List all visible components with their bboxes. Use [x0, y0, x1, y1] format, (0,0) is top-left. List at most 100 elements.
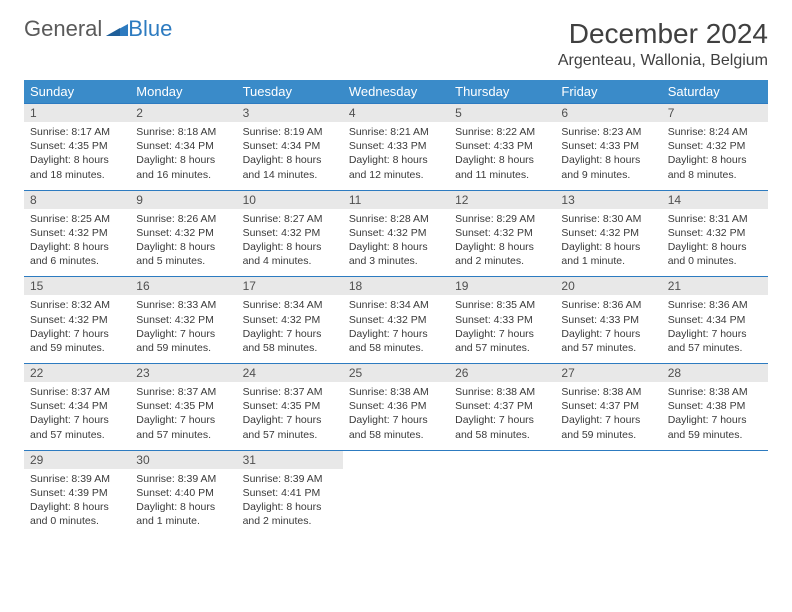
day-number: 25 — [343, 364, 449, 382]
weekday-friday: Friday — [555, 80, 661, 104]
sunset-text: Sunset: 4:34 PM — [243, 139, 337, 153]
day-number: 9 — [130, 191, 236, 209]
weekday-saturday: Saturday — [662, 80, 768, 104]
daylight-text-2: and 3 minutes. — [349, 254, 443, 268]
day-body: Sunrise: 8:38 AMSunset: 4:37 PMDaylight:… — [555, 382, 661, 450]
day-body: Sunrise: 8:36 AMSunset: 4:34 PMDaylight:… — [662, 295, 768, 363]
day-number: 10 — [237, 191, 343, 209]
sunrise-text: Sunrise: 8:38 AM — [349, 385, 443, 399]
daylight-text-1: Daylight: 8 hours — [243, 240, 337, 254]
weekday-header-row: Sunday Monday Tuesday Wednesday Thursday… — [24, 80, 768, 104]
sunrise-text: Sunrise: 8:31 AM — [668, 212, 762, 226]
calendar-cell: 25Sunrise: 8:38 AMSunset: 4:36 PMDayligh… — [343, 364, 449, 451]
calendar-cell: 6Sunrise: 8:23 AMSunset: 4:33 PMDaylight… — [555, 104, 661, 191]
day-number: 19 — [449, 277, 555, 295]
day-body: Sunrise: 8:17 AMSunset: 4:35 PMDaylight:… — [24, 122, 130, 190]
sunrise-text: Sunrise: 8:27 AM — [243, 212, 337, 226]
daylight-text-2: and 1 minute. — [561, 254, 655, 268]
brand-logo: General Blue — [24, 18, 172, 40]
daylight-text-2: and 59 minutes. — [136, 341, 230, 355]
daylight-text-2: and 57 minutes. — [243, 428, 337, 442]
sunset-text: Sunset: 4:32 PM — [455, 226, 549, 240]
sunset-text: Sunset: 4:34 PM — [136, 139, 230, 153]
calendar-row: 22Sunrise: 8:37 AMSunset: 4:34 PMDayligh… — [24, 364, 768, 451]
day-body: Sunrise: 8:31 AMSunset: 4:32 PMDaylight:… — [662, 209, 768, 277]
daylight-text-2: and 11 minutes. — [455, 168, 549, 182]
day-number: 30 — [130, 451, 236, 469]
calendar-row: 8Sunrise: 8:25 AMSunset: 4:32 PMDaylight… — [24, 190, 768, 277]
daylight-text-2: and 0 minutes. — [668, 254, 762, 268]
daylight-text-1: Daylight: 7 hours — [349, 327, 443, 341]
sunset-text: Sunset: 4:32 PM — [30, 313, 124, 327]
daylight-text-1: Daylight: 7 hours — [243, 327, 337, 341]
daylight-text-1: Daylight: 7 hours — [455, 327, 549, 341]
day-number: 18 — [343, 277, 449, 295]
day-body: Sunrise: 8:22 AMSunset: 4:33 PMDaylight:… — [449, 122, 555, 190]
sunset-text: Sunset: 4:32 PM — [136, 313, 230, 327]
sunrise-text: Sunrise: 8:37 AM — [243, 385, 337, 399]
day-body: Sunrise: 8:30 AMSunset: 4:32 PMDaylight:… — [555, 209, 661, 277]
brand-part1: General — [24, 18, 102, 40]
sunset-text: Sunset: 4:41 PM — [243, 486, 337, 500]
daylight-text-1: Daylight: 8 hours — [30, 500, 124, 514]
calendar-cell — [662, 450, 768, 536]
sunrise-text: Sunrise: 8:33 AM — [136, 298, 230, 312]
calendar-cell: 18Sunrise: 8:34 AMSunset: 4:32 PMDayligh… — [343, 277, 449, 364]
day-number: 31 — [237, 451, 343, 469]
daylight-text-1: Daylight: 7 hours — [349, 413, 443, 427]
daylight-text-2: and 58 minutes. — [243, 341, 337, 355]
daylight-text-1: Daylight: 7 hours — [136, 413, 230, 427]
daylight-text-2: and 57 minutes. — [30, 428, 124, 442]
day-number: 5 — [449, 104, 555, 122]
sunrise-text: Sunrise: 8:38 AM — [668, 385, 762, 399]
calendar-cell: 29Sunrise: 8:39 AMSunset: 4:39 PMDayligh… — [24, 450, 130, 536]
day-number: 12 — [449, 191, 555, 209]
calendar-cell: 3Sunrise: 8:19 AMSunset: 4:34 PMDaylight… — [237, 104, 343, 191]
title-block: December 2024 Argenteau, Wallonia, Belgi… — [558, 18, 768, 70]
calendar-cell — [555, 450, 661, 536]
day-body: Sunrise: 8:34 AMSunset: 4:32 PMDaylight:… — [237, 295, 343, 363]
day-number: 6 — [555, 104, 661, 122]
calendar-row: 1Sunrise: 8:17 AMSunset: 4:35 PMDaylight… — [24, 104, 768, 191]
day-number: 3 — [237, 104, 343, 122]
calendar-cell: 1Sunrise: 8:17 AMSunset: 4:35 PMDaylight… — [24, 104, 130, 191]
daylight-text-1: Daylight: 8 hours — [30, 240, 124, 254]
sunrise-text: Sunrise: 8:39 AM — [136, 472, 230, 486]
daylight-text-2: and 58 minutes. — [349, 341, 443, 355]
day-body: Sunrise: 8:19 AMSunset: 4:34 PMDaylight:… — [237, 122, 343, 190]
daylight-text-2: and 58 minutes. — [349, 428, 443, 442]
daylight-text-2: and 18 minutes. — [30, 168, 124, 182]
sunset-text: Sunset: 4:32 PM — [668, 139, 762, 153]
daylight-text-2: and 14 minutes. — [243, 168, 337, 182]
day-body: Sunrise: 8:38 AMSunset: 4:37 PMDaylight:… — [449, 382, 555, 450]
daylight-text-2: and 57 minutes. — [136, 428, 230, 442]
day-number: 1 — [24, 104, 130, 122]
daylight-text-1: Daylight: 7 hours — [668, 413, 762, 427]
daylight-text-2: and 0 minutes. — [30, 514, 124, 528]
day-number: 23 — [130, 364, 236, 382]
day-number: 13 — [555, 191, 661, 209]
sunrise-text: Sunrise: 8:21 AM — [349, 125, 443, 139]
calendar-cell: 12Sunrise: 8:29 AMSunset: 4:32 PMDayligh… — [449, 190, 555, 277]
day-body: Sunrise: 8:24 AMSunset: 4:32 PMDaylight:… — [662, 122, 768, 190]
weekday-monday: Monday — [130, 80, 236, 104]
calendar-row: 29Sunrise: 8:39 AMSunset: 4:39 PMDayligh… — [24, 450, 768, 536]
sunrise-text: Sunrise: 8:23 AM — [561, 125, 655, 139]
calendar-body: 1Sunrise: 8:17 AMSunset: 4:35 PMDaylight… — [24, 104, 768, 537]
calendar-cell: 7Sunrise: 8:24 AMSunset: 4:32 PMDaylight… — [662, 104, 768, 191]
day-body: Sunrise: 8:39 AMSunset: 4:41 PMDaylight:… — [237, 469, 343, 537]
calendar-cell: 9Sunrise: 8:26 AMSunset: 4:32 PMDaylight… — [130, 190, 236, 277]
daylight-text-1: Daylight: 7 hours — [30, 413, 124, 427]
day-body: Sunrise: 8:37 AMSunset: 4:35 PMDaylight:… — [237, 382, 343, 450]
sunset-text: Sunset: 4:32 PM — [30, 226, 124, 240]
sunrise-text: Sunrise: 8:39 AM — [243, 472, 337, 486]
day-body: Sunrise: 8:37 AMSunset: 4:34 PMDaylight:… — [24, 382, 130, 450]
day-body: Sunrise: 8:32 AMSunset: 4:32 PMDaylight:… — [24, 295, 130, 363]
sunset-text: Sunset: 4:35 PM — [136, 399, 230, 413]
brand-part2: Blue — [128, 18, 172, 40]
daylight-text-2: and 4 minutes. — [243, 254, 337, 268]
daylight-text-1: Daylight: 7 hours — [30, 327, 124, 341]
daylight-text-1: Daylight: 7 hours — [561, 327, 655, 341]
day-body: Sunrise: 8:28 AMSunset: 4:32 PMDaylight:… — [343, 209, 449, 277]
calendar-cell: 17Sunrise: 8:34 AMSunset: 4:32 PMDayligh… — [237, 277, 343, 364]
